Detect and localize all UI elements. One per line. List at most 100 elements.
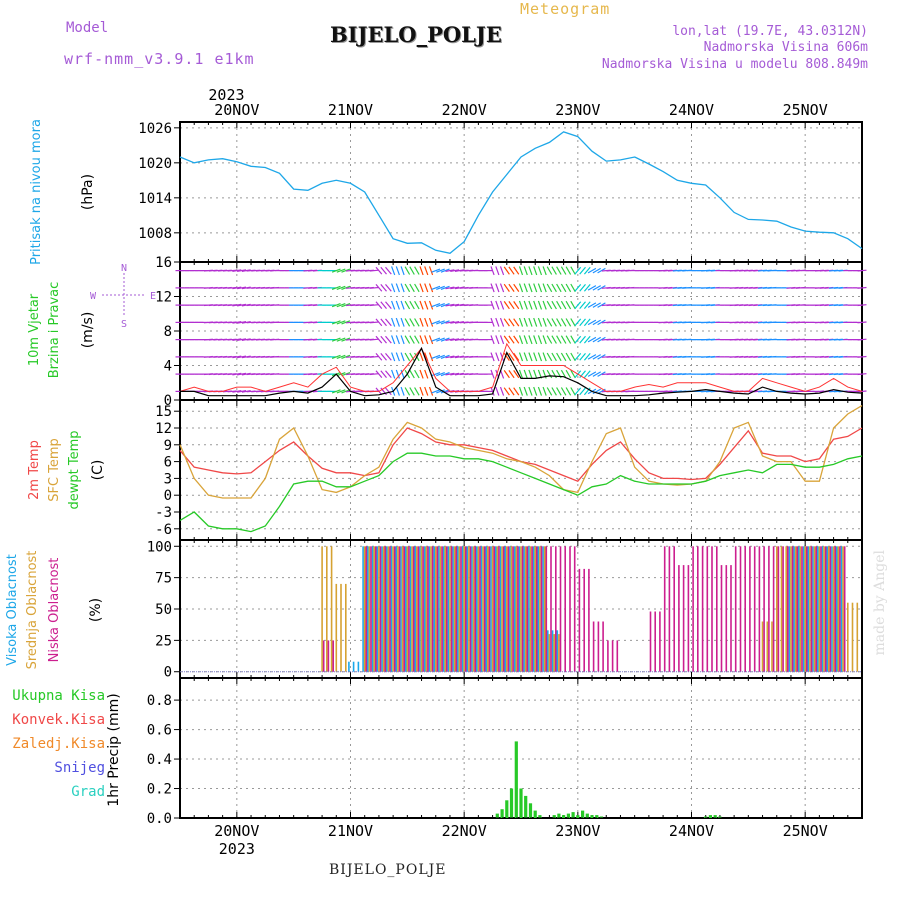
- cloud-bar: [417, 546, 420, 672]
- temp-line-1: [179, 405, 863, 499]
- cloud-bar: [332, 640, 334, 672]
- wind-arrow: [400, 300, 405, 310]
- wind-arrow: [336, 285, 346, 290]
- cloud-bar: [423, 546, 426, 672]
- wind-arrow: [597, 302, 606, 308]
- cloud-bar: [597, 621, 600, 672]
- cloud-bar: [506, 546, 508, 672]
- wind-arrow: [336, 354, 346, 359]
- wind-arrow: [440, 268, 450, 273]
- cloud-bar: [711, 546, 713, 672]
- cloud-bar: [431, 546, 434, 672]
- wind-arrow: [551, 352, 557, 362]
- wind-arrow: [232, 303, 242, 307]
- temp-ytick-label: 9: [164, 438, 172, 454]
- precip-bar: [514, 741, 518, 818]
- cloud-bar: [474, 546, 476, 672]
- cloud-bar: [749, 546, 751, 672]
- wind-arrow: [490, 335, 495, 345]
- wind-arrow: [490, 317, 495, 327]
- wind-arrow: [385, 370, 392, 378]
- wind-arrow: [409, 266, 415, 275]
- wind-arrow: [419, 335, 424, 345]
- precip-ytick-label: 0.0: [147, 811, 172, 827]
- cloud-bar: [798, 546, 800, 672]
- wind-arrow: [428, 300, 434, 310]
- precip-bar: [576, 815, 580, 818]
- cloud-bar: [524, 546, 527, 672]
- wind-arrow: [528, 283, 533, 293]
- wind-arrow: [380, 335, 387, 344]
- wind-arrow: [499, 283, 505, 293]
- wind-arrow: [533, 317, 538, 327]
- cloud-bar: [357, 661, 360, 672]
- wind-arrow: [574, 301, 582, 309]
- cloud-bar: [771, 621, 773, 672]
- wind-arrow: [499, 369, 505, 379]
- cloud-bar: [531, 546, 533, 672]
- cloud-bar: [321, 546, 323, 672]
- wind-arrow: [450, 321, 460, 324]
- wind-arrow: [528, 335, 533, 345]
- wind-arrow: [454, 372, 465, 376]
- wind-arrow: [445, 372, 455, 376]
- wind-arrow: [380, 284, 387, 292]
- wind-arrow: [556, 300, 562, 310]
- wind-arrow: [579, 301, 586, 309]
- wind-arrow: [857, 321, 867, 324]
- wind-arrow: [445, 286, 455, 290]
- wind-arrows: [175, 266, 867, 396]
- cloud-bar: [692, 546, 694, 672]
- wind-arrow: [450, 355, 460, 359]
- wind-arrow: [431, 303, 441, 308]
- cloud-bar: [382, 546, 385, 672]
- cloud-bar: [442, 546, 445, 672]
- cloud-bar: [668, 546, 671, 672]
- cloud-bar: [392, 546, 394, 672]
- wind-arrow: [565, 335, 572, 344]
- cloud-bar: [409, 546, 412, 672]
- wind-arrow: [341, 354, 351, 359]
- wind-gust-line: [179, 342, 863, 392]
- wind-arrow: [341, 389, 351, 394]
- cloud-bar: [768, 546, 770, 672]
- cloud-bar: [806, 546, 808, 672]
- cloud-bar: [425, 546, 428, 672]
- cloud-bar: [393, 546, 396, 672]
- cloud-bar: [725, 565, 728, 672]
- wind-arrow: [857, 338, 867, 341]
- cloud-bar: [682, 565, 685, 672]
- wind-arrow: [424, 335, 429, 345]
- wind-arrow: [533, 266, 538, 276]
- cloud-bar: [518, 546, 521, 672]
- cloud-bar: [716, 546, 718, 672]
- cloud-bar: [327, 640, 330, 672]
- cloud-bar: [611, 640, 614, 672]
- wind-arrow: [369, 304, 379, 307]
- pressure-panel: 1008 1014 1020 1026: [138, 121, 863, 263]
- wind-arrow: [574, 284, 582, 292]
- wind-arrow: [583, 284, 591, 292]
- wind-ytick-label: 16: [155, 255, 172, 271]
- precip-bar: [708, 815, 712, 818]
- wind-arrow: [551, 318, 557, 327]
- wind-arrow: [414, 387, 420, 396]
- wind-arrow: [513, 283, 520, 292]
- wind-ytick-label: 4: [164, 359, 172, 375]
- cloud-bar: [460, 546, 462, 672]
- precip-legend-4: Grad: [71, 784, 105, 800]
- wind-arrow: [428, 283, 434, 293]
- wind-arrow: [385, 301, 392, 309]
- wind-arrow: [241, 338, 251, 341]
- wind-arrow: [574, 266, 582, 275]
- wind-arrow: [537, 300, 543, 310]
- cloud-bar: [490, 546, 492, 672]
- wind-arrow: [236, 286, 247, 290]
- cloud-bar: [441, 546, 443, 672]
- wind-arrow: [565, 369, 572, 379]
- wind-arrow: [395, 369, 400, 379]
- cloud-bar: [345, 583, 347, 672]
- wind-arrow: [587, 285, 597, 291]
- cloud-bar: [777, 546, 780, 672]
- cloud-bar: [513, 546, 516, 672]
